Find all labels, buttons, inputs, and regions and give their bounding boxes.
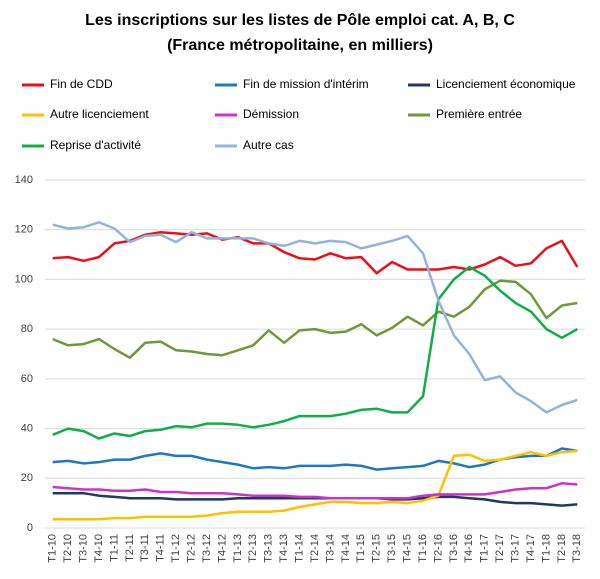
- x-tick-label: T4-17: [525, 534, 537, 563]
- legend-label: Première entrée: [436, 107, 522, 121]
- x-tick-label: T3-12: [201, 534, 213, 563]
- x-tick-label: T3-15: [386, 534, 398, 563]
- x-tick-label: T2-12: [185, 534, 197, 563]
- x-tick-label: T2-16: [432, 534, 444, 563]
- y-tick-label: 0: [27, 522, 33, 534]
- legend-label: Fin de CDD: [50, 77, 113, 91]
- x-tick-label: T1-17: [479, 534, 491, 563]
- x-tick-label: T3-17: [509, 534, 521, 563]
- legend-label: Fin de mission d'intérim: [243, 77, 369, 91]
- series-line: [52, 279, 578, 359]
- x-tick-label: T3-11: [139, 534, 151, 562]
- x-tick-label: T1-13: [232, 534, 244, 563]
- x-tick-label: T2-14: [309, 534, 321, 563]
- x-tick-label: T2-13: [247, 534, 259, 563]
- legend-label: Autre licenciement: [50, 107, 149, 121]
- x-tick-label: T4-16: [463, 534, 475, 563]
- x-tick-label: T2-11: [124, 534, 136, 562]
- series-line: [52, 447, 578, 471]
- x-tick-label: T1-10: [47, 534, 59, 563]
- legend-label: Reprise d'activité: [50, 138, 141, 152]
- x-tick-label: T4-11: [155, 534, 167, 562]
- x-tick-label: T2-15: [371, 534, 383, 563]
- series-line: [52, 230, 579, 275]
- legend-label: Licenciement économique: [436, 77, 576, 91]
- x-tick-label: T4-13: [278, 534, 290, 563]
- legend-label: Démission: [243, 107, 299, 121]
- x-tick-label: T1-11: [108, 534, 120, 562]
- x-tick-label: T1-14: [293, 534, 305, 563]
- x-tick-label: T2-10: [62, 534, 74, 563]
- series-line: [52, 221, 578, 414]
- y-tick-label: 40: [21, 422, 33, 434]
- y-tick-label: 80: [21, 323, 33, 335]
- x-tick-label: T3-13: [263, 534, 275, 563]
- x-tick-label: T4-12: [216, 534, 228, 563]
- x-tick-label: T3-14: [324, 534, 336, 563]
- x-tick-label: T1-15: [355, 534, 367, 563]
- y-tick-label: 140: [15, 174, 33, 186]
- x-tick-label: T2-18: [556, 534, 568, 563]
- series-line: [52, 265, 578, 440]
- x-tick-label: T3-10: [77, 534, 89, 563]
- x-tick-label: T4-15: [401, 534, 413, 563]
- x-tick-label: T4-10: [93, 534, 105, 563]
- y-tick-label: 60: [21, 373, 33, 385]
- series-line: [52, 482, 578, 500]
- x-tick-label: T3-18: [571, 534, 583, 563]
- x-tick-label: T1-12: [170, 534, 182, 563]
- x-tick-label: T1-16: [417, 534, 429, 563]
- x-tick-label: T1-18: [540, 534, 552, 563]
- x-tick-label: T4-14: [340, 534, 352, 563]
- x-tick-label: T3-16: [448, 534, 460, 563]
- x-tick-label: T2-17: [494, 534, 506, 563]
- series-line: [52, 491, 578, 507]
- series-line: [52, 449, 578, 521]
- y-tick-label: 100: [15, 273, 33, 285]
- legend-label: Autre cas: [243, 138, 294, 152]
- y-tick-label: 120: [15, 224, 33, 236]
- chart-subtitle: (France métropolitaine, en milliers): [167, 37, 433, 54]
- y-tick-label: 20: [21, 472, 33, 484]
- chart-title: Les inscriptions sur les listes de Pôle …: [85, 12, 515, 29]
